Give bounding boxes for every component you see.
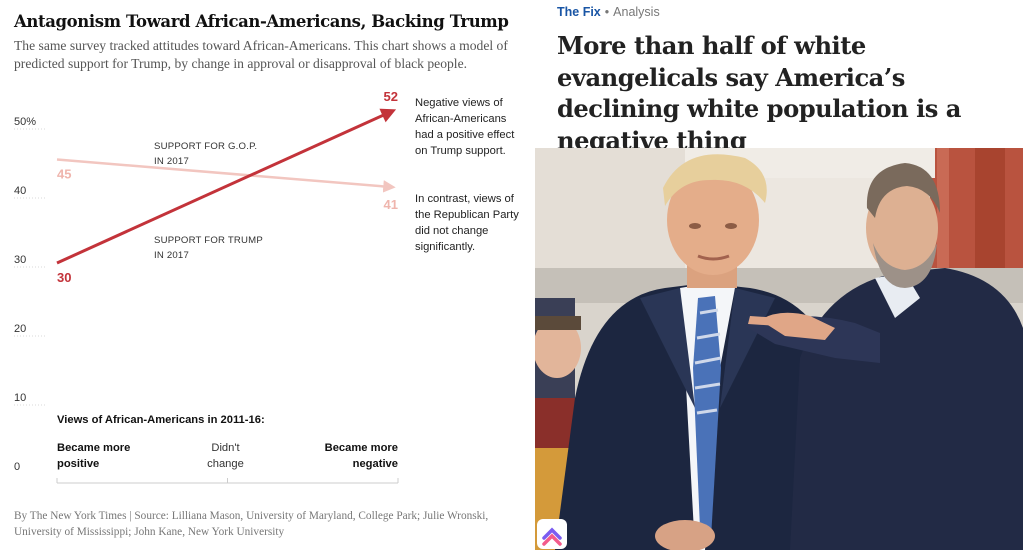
kicker-separator: • — [604, 5, 610, 19]
series-line — [56, 108, 397, 265]
annotation-text: African-Americans — [415, 113, 507, 125]
chart-panel: Antagonism Toward African-Americans, Bac… — [14, 12, 520, 538]
annotation-text: the Republican Party — [415, 209, 519, 221]
annotation-text: on Trump support. — [415, 145, 506, 157]
annotation-text: had a positive effect — [415, 129, 515, 141]
annotation-text: In contrast, views of — [415, 193, 515, 205]
article-photo — [535, 148, 1023, 550]
x-axis-title: Views of African-Americans in 2011-16: — [57, 414, 265, 426]
series-end-label: 41 — [384, 197, 398, 212]
series-start-label: 30 — [57, 270, 71, 285]
chart-title: Antagonism Toward African-Americans, Bac… — [14, 12, 509, 31]
analysis-label: Analysis — [613, 5, 660, 19]
chart-source: By The New York Times | Source: Lilliana… — [14, 510, 489, 538]
x-category-label: Didn't — [211, 442, 240, 454]
y-tick-label: 20 — [14, 323, 26, 335]
article-kicker: The Fix • Analysis — [557, 5, 660, 19]
x-category-label: Became more — [57, 442, 130, 454]
y-tick-label: 30 — [14, 254, 26, 266]
annotation-text: significantly. — [415, 241, 475, 253]
y-tick-label: 50% — [14, 116, 36, 128]
series-name-label: SUPPORT FOR TRUMP — [154, 235, 263, 246]
article-headline[interactable]: More than half of white evangelicals say… — [557, 31, 961, 155]
series-end-label: 52 — [384, 89, 398, 104]
chart-subtitle: The same survey tracked attitudes toward… — [14, 38, 508, 71]
y-tick-label: 10 — [14, 392, 26, 404]
series-line — [56, 158, 396, 193]
series-start-label: 45 — [57, 167, 71, 182]
series-name-label: SUPPORT FOR G.O.P. — [154, 141, 257, 152]
section-link[interactable]: The Fix — [557, 5, 601, 19]
series-name-label: IN 2017 — [154, 156, 189, 167]
y-tick-label: 0 — [14, 461, 20, 473]
x-category-label: change — [207, 458, 244, 470]
x-category-label: negative — [353, 458, 398, 470]
annotation-text: Negative views of — [415, 97, 504, 109]
y-tick-label: 40 — [14, 185, 26, 197]
annotation-text: did not change — [415, 225, 488, 237]
x-category-label: positive — [57, 458, 99, 470]
line-chart: 50% 40 30 20 10 0 45 41 SUPPORT FOR G.O.P. IN 20… — [14, 89, 519, 484]
article-panel: The Fix • Analysis More than half of white… — [535, 0, 1023, 550]
x-category-label: Became more — [325, 442, 398, 454]
series-name-label: IN 2017 — [154, 250, 189, 261]
